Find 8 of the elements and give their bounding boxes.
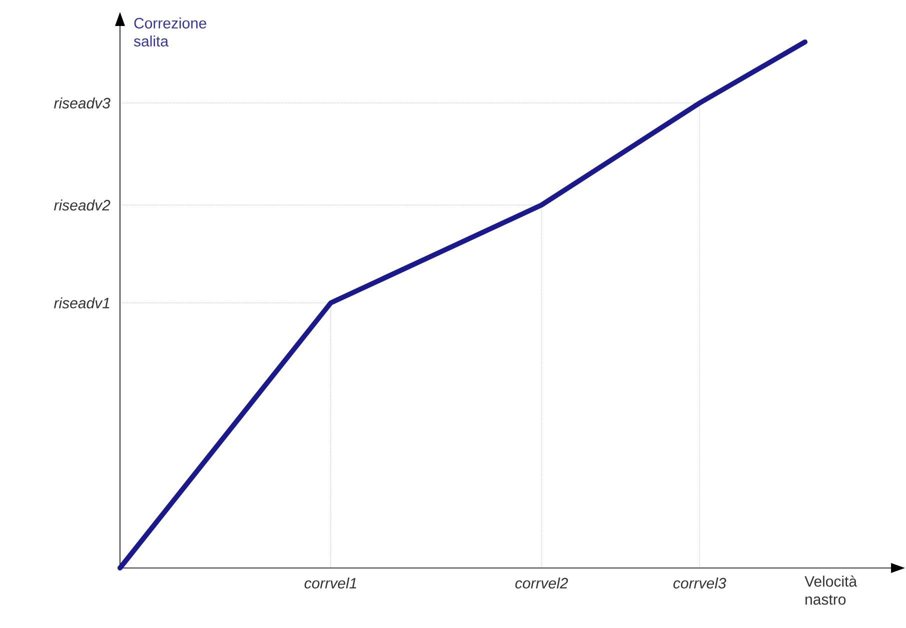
x-tick-label: corrvel3 (673, 578, 726, 589)
x-tick-label: corrvel1 (304, 578, 356, 589)
y-axis-title: Correzione salita (134, 18, 206, 47)
x-tick-label: corrvel2 (515, 578, 568, 589)
annotation: riseadv2 (54, 200, 110, 211)
annotation: riseadv1 (54, 297, 110, 308)
annotation: riseadv3 (54, 97, 110, 109)
x-axis-title: Velocità nastro (804, 576, 858, 605)
